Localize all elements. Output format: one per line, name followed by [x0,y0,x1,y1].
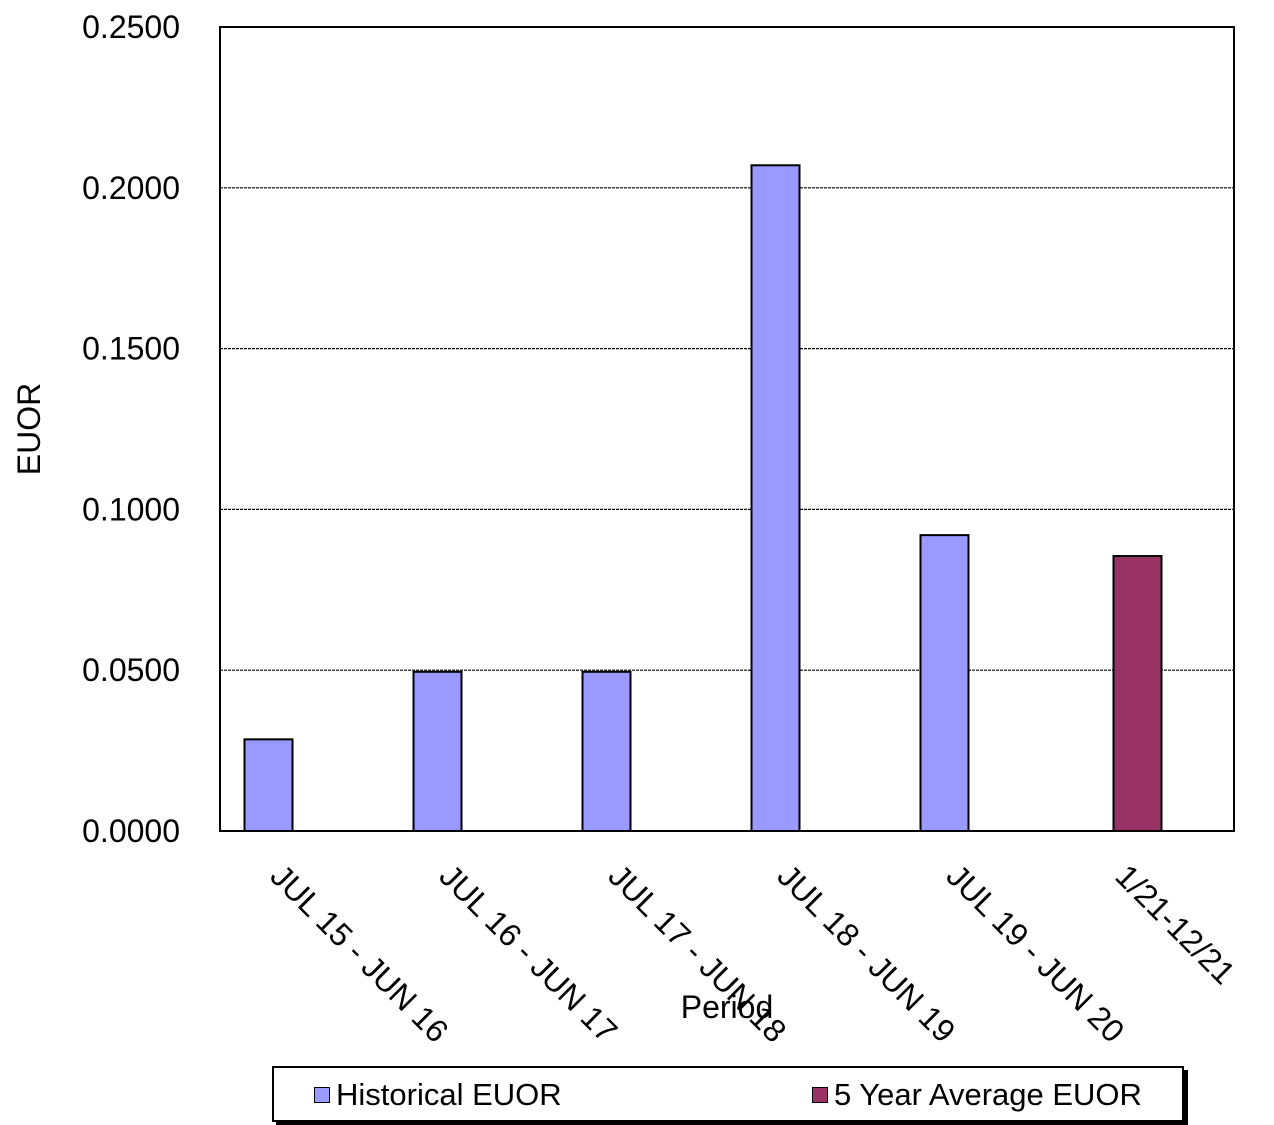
bar-historical-4 [919,534,970,832]
legend-item-5-year-average: 5 Year Average EUOR [812,1078,1142,1112]
bar-chart: 0.0000 0.0500 0.1000 0.1500 0.2000 0.2500 JUL… [11,9,1243,1049]
x-tick-label: JUL 16 - JUN 17 [433,857,625,1049]
y-axis-title: EUOR [11,383,47,475]
legend-label-historical: Historical EUOR [336,1077,562,1112]
y-tick-label: 0.2500 [82,9,180,45]
legend-item-historical: Historical EUOR [314,1078,562,1112]
bar-historical-3 [750,164,801,832]
y-tick-label: 0.1000 [82,491,180,527]
bars [243,164,1163,832]
x-tick-label: JUL 18 - JUN 19 [771,857,963,1049]
bar-historical-0 [243,738,294,832]
plot-area-border [219,26,1235,832]
gridlines [220,187,1234,671]
x-axis-title: Period [681,989,774,1025]
y-tick-label: 0.1500 [82,331,180,367]
legend-swatch-historical [314,1087,330,1103]
y-tick-label: 0.2000 [82,170,180,206]
bar-historical-1 [412,670,463,832]
bar-historical-2 [581,670,632,832]
y-tick-label: 0.0000 [82,813,180,849]
y-axis-ticks: 0.0000 0.0500 0.1000 0.1500 0.2000 0.2500 [82,9,180,849]
legend: Historical EUOR 5 Year Average EUOR [272,1066,1184,1122]
legend-label-5-year-average: 5 Year Average EUOR [834,1077,1142,1112]
x-tick-label: JUL 15 - JUN 16 [264,857,456,1049]
y-tick-label: 0.0500 [82,652,180,688]
x-tick-label: JUL 19 - JUN 20 [940,857,1132,1049]
bar-5-year-average-5 [1112,555,1163,832]
legend-swatch-5-year-average [812,1087,828,1103]
x-tick-label: 1/21-12/21 [1109,857,1243,991]
